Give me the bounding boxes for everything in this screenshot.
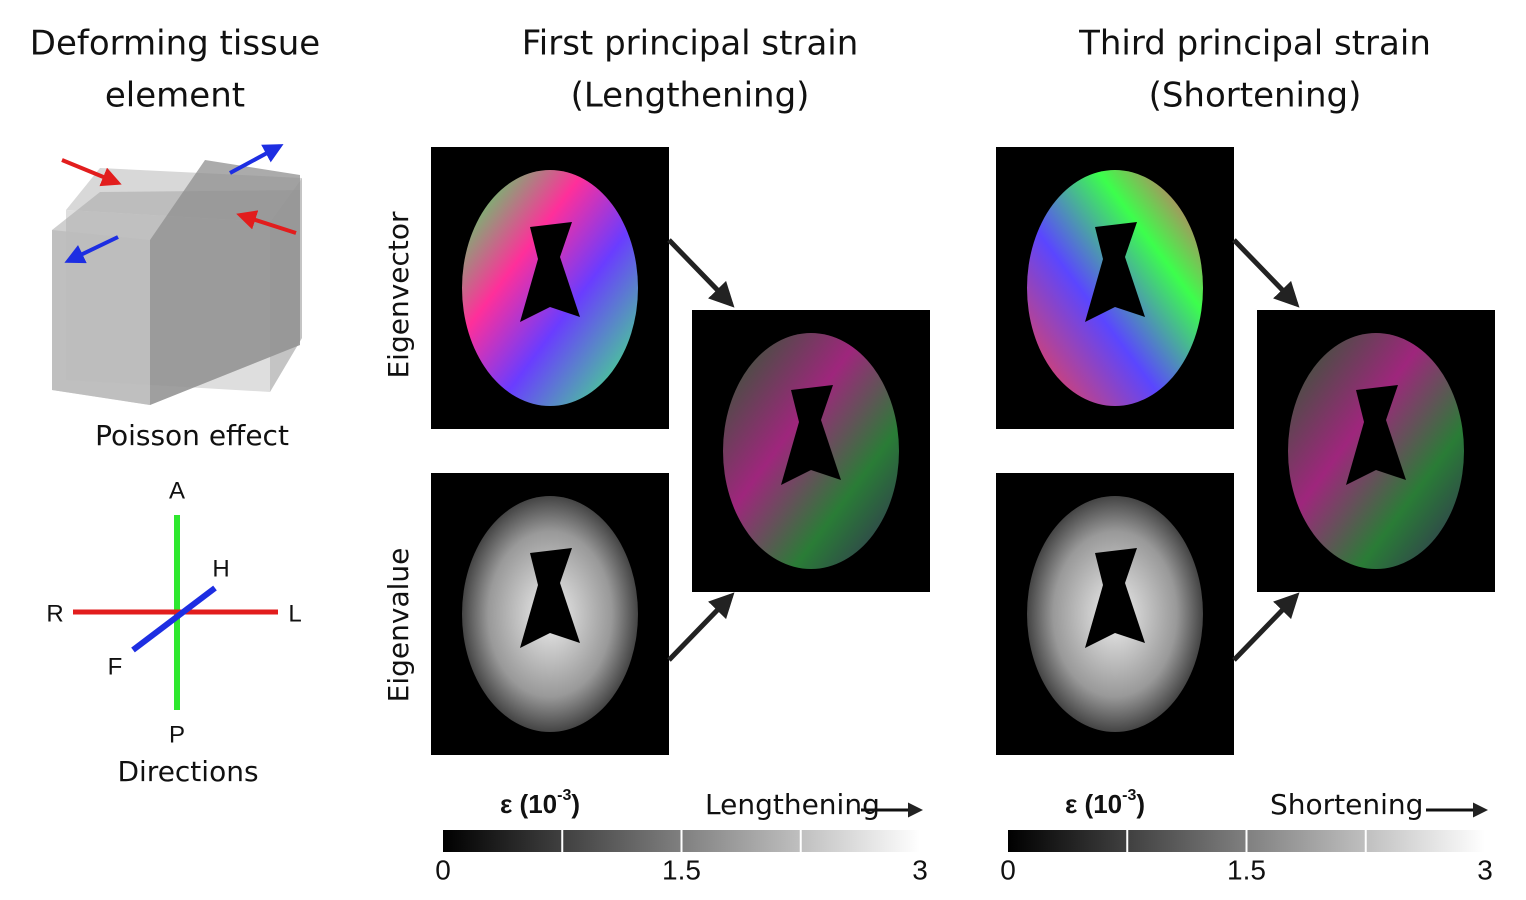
axis-label: H bbox=[212, 555, 229, 582]
colorbar-tick-label: 3 bbox=[912, 854, 928, 885]
strain-panel: First principal strain (Lengthening) ε (10… bbox=[431, 24, 930, 885]
axis-label: A bbox=[169, 477, 185, 504]
caption: Directions bbox=[117, 755, 258, 788]
strain-panel: Third principal strain (Shortening) ε (10-… bbox=[996, 24, 1495, 885]
panel-title: (Lengthening) bbox=[571, 76, 810, 116]
colorbar-tick-label: 3 bbox=[1477, 854, 1493, 885]
arrow bbox=[667, 592, 735, 662]
panel-title: (Shortening) bbox=[1149, 76, 1362, 116]
title: Deforming tissue bbox=[30, 24, 320, 64]
unit-text: ε (10 bbox=[1065, 789, 1122, 819]
colorbar-unit: ε (10-3) bbox=[1065, 787, 1145, 819]
title: element bbox=[105, 76, 245, 116]
ventricle bbox=[520, 222, 580, 322]
colorbar-direction: Shortening bbox=[1270, 788, 1423, 821]
axis-label: L bbox=[288, 600, 301, 627]
caption: Poisson effect bbox=[95, 419, 289, 452]
colorbar-tick-label: 1.5 bbox=[1227, 854, 1266, 885]
colorbar-unit: ε (10-3) bbox=[500, 787, 580, 819]
colorbar-tick-label: 0 bbox=[1000, 854, 1016, 885]
direction-axes bbox=[73, 515, 278, 710]
panel-title: Third principal strain bbox=[1078, 24, 1431, 64]
axis-label: F bbox=[108, 653, 123, 680]
row-label: Eigenvector bbox=[382, 211, 415, 379]
arrow bbox=[1232, 592, 1300, 662]
row-label: Eigenvalue bbox=[382, 548, 415, 703]
unit-text: ) bbox=[571, 789, 580, 819]
ventricle bbox=[1346, 385, 1406, 485]
ventricle bbox=[1085, 548, 1145, 648]
panel-title: First principal strain bbox=[522, 24, 859, 64]
ventricle bbox=[520, 548, 580, 648]
unit-exponent: -3 bbox=[1122, 787, 1136, 804]
unit-text: ) bbox=[1136, 789, 1145, 819]
axis-label: P bbox=[169, 721, 185, 748]
unit-text: ε (10 bbox=[500, 789, 557, 819]
ventricle bbox=[1085, 222, 1145, 322]
left-panel: Deforming tissue element Poisson effect … bbox=[30, 24, 320, 789]
colorbar-direction: Lengthening bbox=[705, 788, 880, 821]
unit-exponent: -3 bbox=[557, 787, 571, 804]
colorbar-tick-label: 0 bbox=[435, 854, 451, 885]
arrow bbox=[1232, 238, 1300, 308]
ventricle bbox=[781, 385, 841, 485]
tissue-element bbox=[52, 144, 302, 405]
axis-label: R bbox=[46, 600, 63, 627]
colorbar-tick-label: 1.5 bbox=[662, 854, 701, 885]
arrow bbox=[667, 238, 735, 308]
